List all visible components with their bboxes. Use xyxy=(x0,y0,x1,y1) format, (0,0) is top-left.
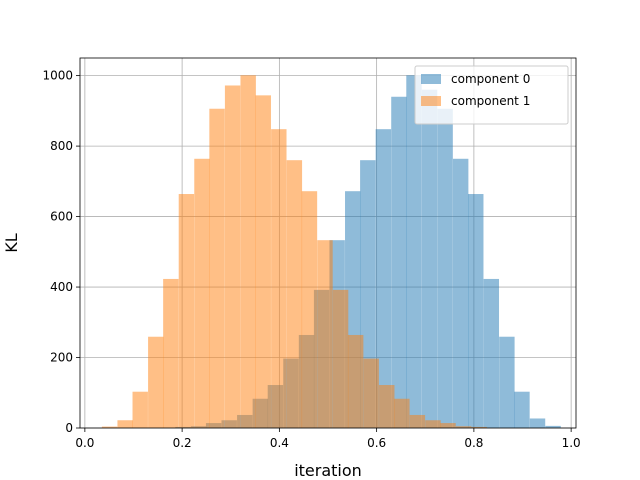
y-tick-label: 600 xyxy=(50,210,73,224)
y-tick-label: 800 xyxy=(50,139,73,153)
legend: component 0 component 1 xyxy=(414,65,569,125)
histogram-bar xyxy=(499,336,515,428)
x-tick-label: 0.6 xyxy=(367,436,386,450)
histogram-bar xyxy=(425,420,441,428)
histogram-bar xyxy=(391,96,407,428)
histogram-bar xyxy=(240,75,256,429)
series-component-1 xyxy=(101,75,487,429)
legend-swatch-component-1 xyxy=(421,96,441,106)
x-tick-label: 0.8 xyxy=(464,436,483,450)
histogram-bar xyxy=(209,108,225,428)
histogram-bar xyxy=(483,278,500,428)
histogram-bar xyxy=(178,194,195,428)
histogram-bar xyxy=(117,420,133,428)
legend-label-component-0: component 0 xyxy=(451,72,530,86)
y-tick-label: 1000 xyxy=(42,69,73,83)
y-tick-label: 200 xyxy=(50,351,73,365)
histogram-bar xyxy=(529,418,546,428)
y-tick-label: 0 xyxy=(65,421,73,435)
histogram-bar xyxy=(471,426,487,428)
histogram-bar xyxy=(452,158,469,428)
histogram-bar xyxy=(148,336,164,428)
histogram-bar xyxy=(101,426,118,428)
histogram-bar xyxy=(394,398,410,428)
histogram-bar xyxy=(406,75,422,429)
histogram-bar xyxy=(440,423,456,428)
histogram-bar xyxy=(363,358,379,428)
histogram-bar xyxy=(301,191,318,428)
histogram-bar xyxy=(409,414,426,428)
y-tick-label: 400 xyxy=(50,280,73,294)
legend-label-component-1: component 1 xyxy=(451,94,530,108)
histogram-bar xyxy=(375,129,392,428)
histogram-bar xyxy=(132,391,148,428)
x-tick-label: 0.0 xyxy=(75,436,94,450)
histogram-bar xyxy=(163,278,179,428)
histogram-bar xyxy=(468,194,484,428)
y-axis-title: KL xyxy=(2,233,21,252)
x-tick-label: 1.0 xyxy=(562,436,581,450)
x-tick-label: 0.4 xyxy=(270,436,289,450)
histogram-bar xyxy=(332,289,349,428)
histogram-bar xyxy=(514,391,530,428)
histogram-bar xyxy=(255,95,271,428)
plot-frame xyxy=(79,57,577,429)
axis-ticks: 0.0 0.2 0.4 0.6 0.8 1.0 0 200 400 600 800 1000 xyxy=(42,69,580,450)
histogram-bar xyxy=(224,85,241,428)
histogram-bar xyxy=(455,426,472,428)
histogram-bar xyxy=(545,425,561,428)
histogram-bar xyxy=(194,158,210,428)
histogram-bar xyxy=(347,334,364,428)
legend-swatch-component-0 xyxy=(421,74,441,84)
histogram-bar xyxy=(271,129,287,428)
x-axis-title: iteration xyxy=(294,461,362,480)
histogram-bar xyxy=(421,89,438,428)
histogram-bar xyxy=(379,385,395,428)
legend-box xyxy=(414,65,569,125)
histogram-bar xyxy=(317,240,333,428)
histogram-bar xyxy=(437,108,453,428)
histogram-bar xyxy=(286,160,303,428)
x-tick-label: 0.2 xyxy=(173,436,192,450)
histogram-bars xyxy=(101,75,561,429)
